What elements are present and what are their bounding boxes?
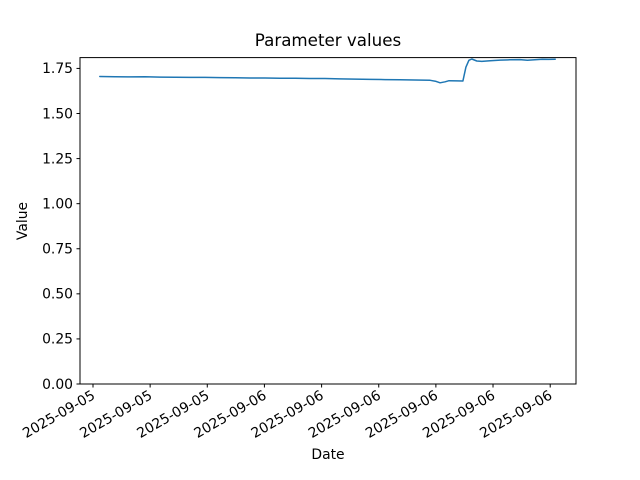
y-tick-label: 1.75: [42, 61, 73, 77]
y-tick-label: 1.00: [42, 196, 73, 212]
y-tick-label: 0.75: [42, 242, 73, 258]
y-tick-label: 1.50: [42, 106, 73, 122]
data-line: [99, 58, 556, 84]
chart-title: Parameter values: [254, 30, 402, 50]
axes-frame: [79, 57, 577, 385]
y-tick-label: 0.25: [42, 332, 73, 348]
x-axis-label: Date: [311, 447, 345, 463]
y-tick-label: 0.50: [42, 287, 73, 303]
y-tick-label: 0.00: [42, 377, 73, 393]
y-tick-label: 1.25: [42, 151, 73, 167]
y-axis-label: Value: [15, 201, 31, 241]
